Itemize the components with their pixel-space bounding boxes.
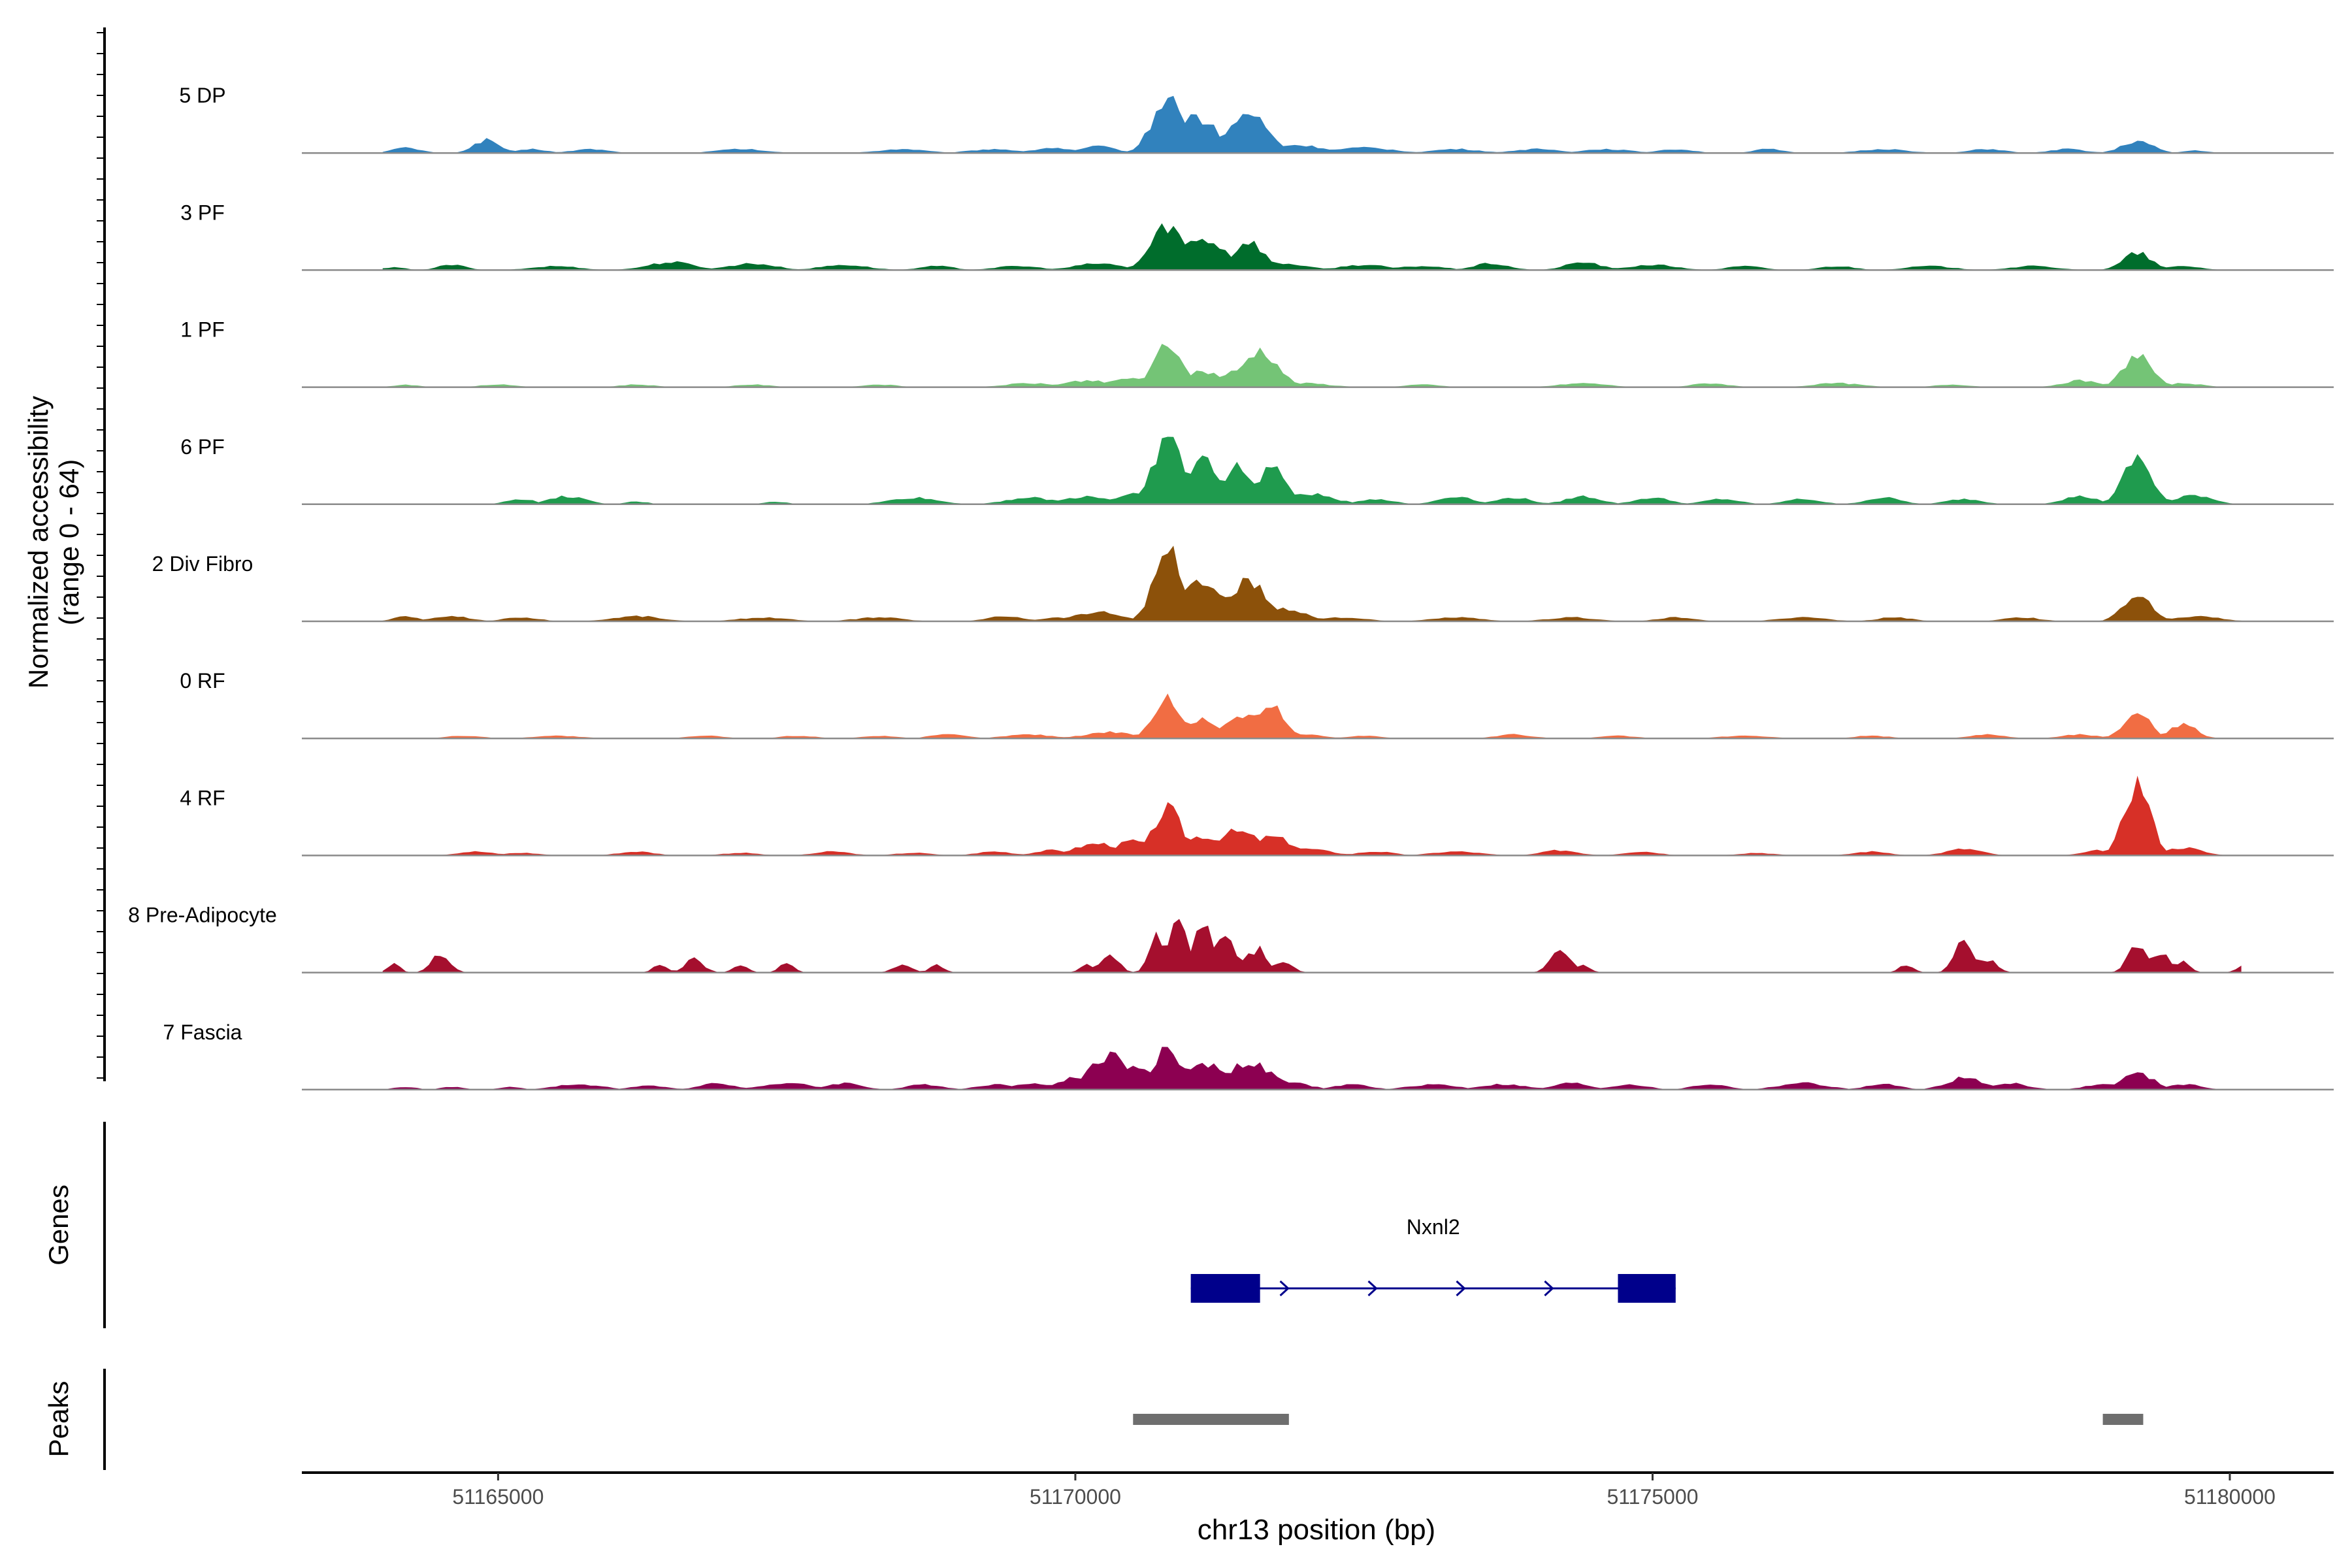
track-3-pf: 3 PF — [180, 201, 2334, 271]
peak-regions — [1133, 1414, 2144, 1425]
gene-exon — [1190, 1274, 1260, 1303]
track-label: 2 Div Fibro — [152, 552, 253, 576]
x-tick-label: 51170000 — [1030, 1485, 1121, 1509]
strand-arrow — [1456, 1280, 1466, 1297]
track-4-rf: 4 RF — [180, 776, 2334, 857]
track-2-div-fibro: 2 Div Fibro — [152, 546, 2334, 623]
x-tick-label: 51165000 — [452, 1485, 544, 1509]
genes-label: Genes — [43, 1184, 74, 1266]
y-axis-title-range: (range 0 - 64) — [54, 459, 84, 625]
coverage-area — [382, 1047, 2242, 1090]
track-label: 1 PF — [180, 318, 225, 342]
gene-model — [1190, 1274, 1676, 1303]
track-6-pf: 6 PF — [180, 435, 2334, 506]
gene-name-label: Nxnl2 — [1407, 1215, 1460, 1239]
strand-arrow — [1544, 1280, 1554, 1297]
coverage-tracks: 5 DP 3 PF 1 PF 6 PF 2 Div Fibro 0 RF 4 RF 8 Pre… — [128, 84, 2334, 1091]
track-label: 3 PF — [180, 201, 225, 224]
track-7-fascia: 7 Fascia — [163, 1021, 2334, 1091]
strand-arrow — [1367, 1280, 1378, 1297]
y-axis-title: Normalized accessibility — [23, 396, 54, 689]
coverage-y-axis — [97, 27, 106, 1081]
x-tick-label: 51180000 — [2184, 1485, 2276, 1509]
track-label: 4 RF — [180, 786, 225, 809]
x-tick-label: 51175000 — [1607, 1485, 1698, 1509]
peak-region-bar — [1133, 1414, 1289, 1425]
gene-exon — [1618, 1274, 1676, 1303]
track-5-dp: 5 DP — [179, 84, 2334, 154]
track-label: 8 Pre-Adipocyte — [128, 904, 277, 927]
track-label: 5 DP — [179, 84, 225, 107]
track-8-pre-adipocyte: 8 Pre-Adipocyte — [128, 904, 2334, 973]
x-axis-title: chr13 position (bp) — [1198, 1514, 1435, 1546]
peak-region-bar — [2102, 1414, 2144, 1425]
peaks-label: Peaks — [43, 1381, 74, 1458]
track-0-rf: 0 RF — [180, 669, 2334, 740]
x-axis: 51165000 51170000 51175000 51180000 — [302, 1471, 2334, 1509]
genes-panel: Genes Nxnl2 — [43, 1122, 1676, 1328]
track-1-pf: 1 PF — [180, 318, 2334, 388]
peaks-panel: Peaks — [43, 1369, 2144, 1470]
track-label: 6 PF — [180, 435, 225, 459]
strand-arrow — [1279, 1280, 1290, 1297]
track-label: 7 Fascia — [163, 1021, 242, 1044]
track-label: 0 RF — [180, 669, 225, 693]
